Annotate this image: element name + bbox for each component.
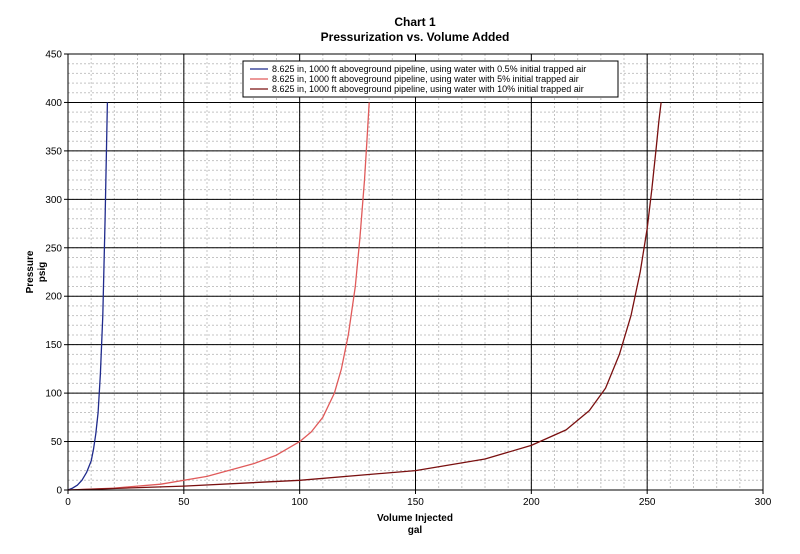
y-tick-label: 400 [45, 98, 62, 109]
x-tick-label: 150 [407, 497, 424, 508]
chart-title: Chart 1 [394, 15, 436, 29]
y-axis-unit: psig [37, 262, 48, 283]
axes-layer [64, 53, 764, 494]
y-axis-label-group: Pressure psig [25, 250, 48, 293]
legend-box [242, 60, 619, 98]
tick-labels: 0 50 100 150 200 250 300 0 50 100 150 200 250 300 350 4… [45, 50, 771, 509]
y-tick-label: 150 [45, 340, 62, 351]
y-tick-label: 0 [56, 486, 62, 497]
legend-entry-3: 8.625 in, 1000 ft aboveground pipeline, … [272, 84, 584, 94]
x-axis-unit: gal [408, 525, 423, 536]
x-tick-label: 0 [65, 497, 71, 508]
y-axis-label: Pressure [25, 250, 36, 293]
series-line-1 [67, 102, 109, 491]
x-tick-label: 300 [755, 497, 772, 508]
y-tick-label: 300 [45, 195, 62, 206]
legend-entry-2: 8.625 in, 1000 ft aboveground pipeline, … [272, 74, 579, 84]
y-tick-label: 350 [45, 146, 62, 157]
y-tick-label: 450 [45, 50, 62, 61]
series-line-2 [67, 102, 370, 491]
series-layer [67, 102, 662, 491]
x-tick-label: 200 [523, 497, 540, 508]
x-tick-label: 250 [639, 497, 656, 508]
legend-entry-1: 8.625 in, 1000 ft aboveground pipeline, … [272, 64, 586, 74]
x-tick-label: 50 [178, 497, 190, 508]
chart-subtitle: Pressurization vs. Volume Added [321, 30, 510, 44]
series-line-3 [67, 102, 662, 491]
legend: 8.625 in, 1000 ft aboveground pipeline, … [242, 60, 619, 98]
x-tick-label: 100 [291, 497, 308, 508]
x-axis-label: Volume Injected [377, 513, 453, 524]
y-tick-label: 250 [45, 243, 62, 254]
y-tick-label: 100 [45, 389, 62, 400]
y-tick-label: 50 [51, 437, 63, 448]
y-tick-label: 200 [45, 292, 62, 303]
